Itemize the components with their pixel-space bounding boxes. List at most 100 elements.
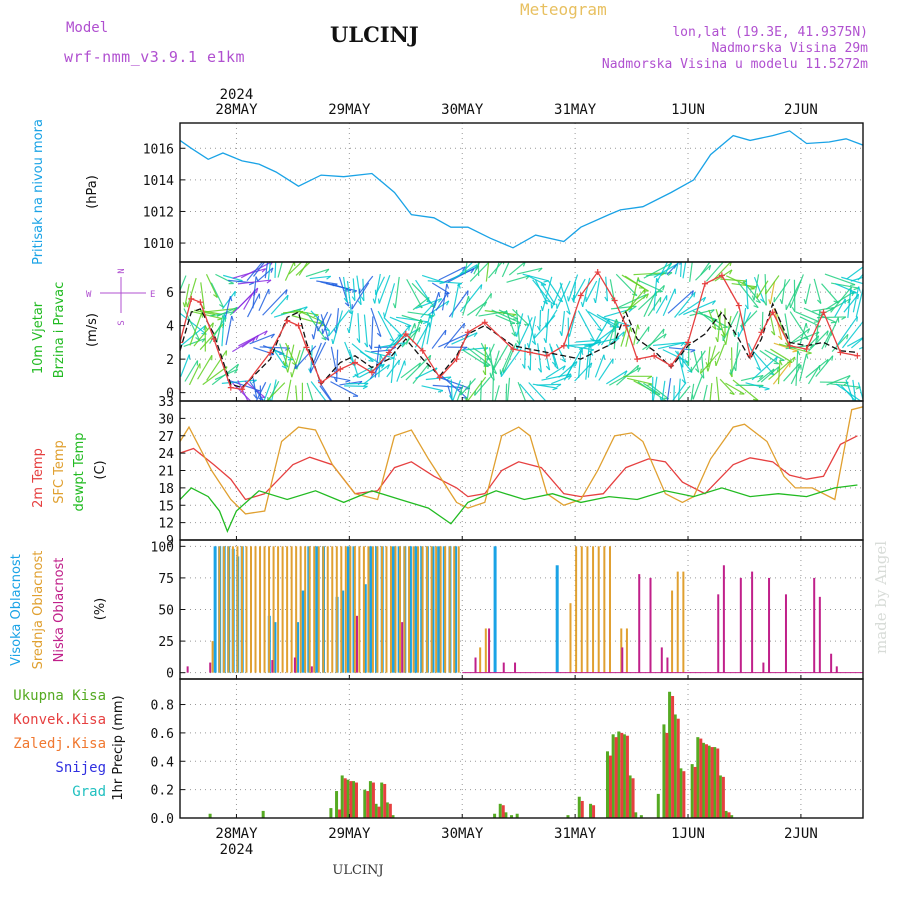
gust-point [180, 339, 183, 346]
bar-niska-oblacnost [271, 660, 274, 673]
wind-arrow [805, 283, 811, 305]
bar-niska-oblacnost [835, 666, 838, 673]
wind-arrow [657, 341, 685, 350]
wind-arrow [793, 331, 820, 343]
series-group-pressure [180, 130, 863, 249]
wind-arrow-head [631, 305, 637, 310]
bar-srednja-oblacnost [603, 546, 606, 673]
x-tick-label-top: 1JUN [671, 102, 705, 118]
wind-arrow-head [511, 332, 516, 337]
wind-arrow-head [346, 327, 350, 334]
bar-konvek-kisa [592, 805, 596, 818]
bar-srednja-oblacnost [304, 546, 307, 673]
wind-arrow [785, 279, 802, 311]
wind-arrow-head [580, 349, 584, 355]
gust-point [419, 347, 426, 354]
wind-arrow-head [467, 296, 471, 302]
wind-arrow-head [462, 323, 466, 329]
wind-arrow [695, 264, 712, 281]
wind-arrow [383, 317, 403, 337]
gust-point [594, 269, 601, 276]
ylabel-dewpt-temp: dewpt Temp [72, 432, 87, 511]
bar-visoka-oblacnost [408, 546, 412, 673]
wind-arrow [620, 326, 628, 347]
series-group-cloud [186, 546, 863, 674]
wind-arrow [342, 276, 348, 303]
bar-visoka-oblacnost [341, 590, 345, 673]
model-label: Model [66, 20, 109, 36]
bar-srednja-oblacnost [399, 546, 402, 673]
wind-arrow-head [883, 338, 886, 342]
wind-arrow [255, 381, 267, 401]
gust-point [402, 331, 409, 338]
series-line-pressure [180, 130, 863, 249]
wind-arrow-head [710, 309, 715, 314]
y-tick-label: 6 [166, 286, 174, 301]
wind-arrow [184, 283, 190, 308]
wind-arrow-head [283, 410, 285, 415]
wind-arrow [374, 273, 381, 304]
wind-arrow-head [693, 292, 696, 298]
wind-arrow [180, 275, 187, 292]
gust-point [526, 349, 533, 356]
meteogram-title: Meteogram [520, 0, 607, 19]
wind-arrow [415, 279, 432, 304]
wind-arrow-head [729, 269, 733, 275]
wind-arrow-head [448, 395, 453, 401]
y-tick-label: 0.8 [151, 699, 174, 714]
wind-arrow-head [659, 397, 663, 401]
wind-arrow-head [502, 262, 505, 265]
bar-visoka-oblacnost [414, 546, 418, 673]
wind-arrow [515, 309, 521, 345]
bar-srednja-oblacnost [231, 546, 234, 673]
bar-ukupna-kisa [617, 731, 621, 818]
wind-arrow-head [872, 329, 874, 334]
wind-arrow [491, 309, 522, 324]
wind-arrow-head [321, 337, 327, 341]
wind-arrow-head [589, 362, 593, 368]
wind-arrow-head [526, 408, 530, 411]
bar-niska-oblacnost [751, 571, 754, 673]
ylabel-cloud-unit: (%) [93, 598, 108, 621]
series-group-temperature [180, 406, 863, 533]
wind-arrow [505, 310, 516, 337]
wind-arrow [357, 313, 361, 343]
wind-arrow-head [694, 368, 700, 373]
x-tick-label-top: 28MAY [215, 102, 258, 118]
wind-arrow-head [454, 403, 455, 408]
wind-arrow-head [540, 305, 544, 311]
wind-arrow-head [450, 402, 454, 406]
bar-niska-oblacnost [830, 653, 833, 673]
bar-srednja-oblacnost [569, 603, 572, 673]
wind-arrow-head [381, 363, 385, 369]
wind-arrow [288, 262, 303, 275]
wind-arrow-head [694, 247, 696, 252]
bar-srednja-oblacnost [457, 546, 460, 673]
wind-arrow-head [345, 379, 351, 383]
wind-arrow [420, 300, 437, 319]
wind-arrow [852, 286, 860, 313]
bar-srednja-oblacnost [444, 546, 447, 673]
wind-arrow-head [768, 299, 771, 305]
wind-arrow [821, 330, 832, 350]
wind-arrow [528, 316, 536, 349]
gust-point [718, 272, 725, 279]
wind-arrow [190, 310, 223, 320]
wind-arrow-head [773, 297, 776, 303]
bar-niska-oblacnost [717, 594, 720, 673]
bar-srednja-oblacnost [313, 546, 316, 673]
wind-arrow-head [348, 309, 352, 315]
wind-arrow [378, 354, 381, 378]
wind-arrow-head [389, 338, 395, 343]
bar-konvek-kisa [721, 776, 725, 818]
wind-arrow [305, 268, 330, 278]
wind-arrow [761, 311, 764, 333]
wind-arrow [836, 316, 858, 347]
wind-arrow-head [444, 330, 447, 336]
wind-arrow-head [806, 352, 812, 355]
wind-arrow [717, 310, 722, 342]
wind-arrow [284, 345, 289, 366]
wind-arrow [492, 344, 509, 371]
wind-arrow [435, 291, 449, 311]
wind-arrow-head [756, 366, 762, 371]
